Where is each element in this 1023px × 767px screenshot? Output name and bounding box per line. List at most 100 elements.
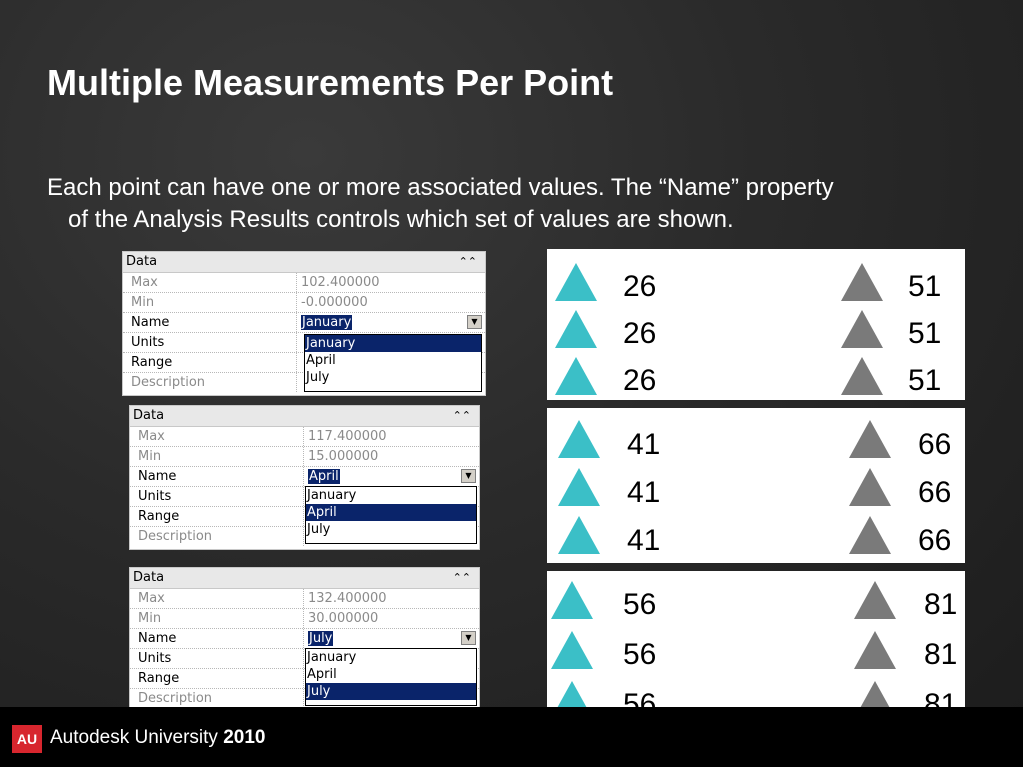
dropdown-option-january[interactable]: January (305, 335, 481, 352)
left-value: 56 (623, 588, 657, 621)
dropdown-option-july[interactable]: July (307, 522, 331, 537)
row-label: Units (130, 487, 304, 506)
teal-triangle-icon (551, 631, 593, 669)
grid-row-range: Range (130, 507, 479, 527)
right-value: 81 (924, 638, 958, 671)
name-dropdown-list[interactable]: January April July (304, 334, 482, 392)
footer-bar: AU Autodesk University 2010 (0, 707, 1023, 767)
row-label: Description (123, 373, 297, 392)
property-grid-april: Data ⌃⌃ Max 117.400000 Min 15.000000 Name A… (129, 405, 480, 550)
right-value: 66 (918, 428, 952, 461)
dropdown-option-july[interactable]: July (306, 370, 330, 385)
grid-row-min: Min 15.000000 (130, 447, 479, 467)
grid-row-description: Description (130, 527, 479, 546)
body-line-1: Each point can have one or more associat… (47, 174, 834, 201)
name-select[interactable]: January ▼ (299, 313, 485, 332)
grid-row-description: Description (123, 373, 485, 392)
teal-triangle-icon (558, 516, 600, 554)
teal-triangle-icon (558, 420, 600, 458)
left-value: 26 (623, 364, 657, 397)
footer-brand-name: Autodesk University (50, 727, 218, 748)
name-select[interactable]: July ▼ (306, 629, 479, 648)
right-value: 66 (918, 524, 952, 557)
name-dropdown-list[interactable]: January April July (305, 648, 477, 706)
grey-triangle-icon (854, 631, 896, 669)
grid-row-name[interactable]: Name July ▼ (130, 629, 479, 649)
value-panel-july: 56 81 56 81 56 81 (547, 571, 965, 728)
row-value: 102.400000 (301, 275, 380, 290)
grey-triangle-icon (854, 581, 896, 619)
grid-row-name[interactable]: Name April ▼ (130, 467, 479, 487)
name-dropdown-list[interactable]: January April July (305, 486, 477, 544)
teal-triangle-icon (555, 357, 597, 395)
au-logo: AU (12, 725, 42, 753)
grey-triangle-icon (841, 263, 883, 301)
grid-header[interactable]: Data ⌃⌃ (123, 252, 485, 273)
slide-body-text: Each point can have one or more associat… (47, 172, 987, 236)
row-label: Description (130, 689, 304, 708)
dropdown-option-january[interactable]: January (307, 488, 357, 503)
row-label: Name (123, 313, 297, 332)
double-chevron-up-icon[interactable]: ⌃⌃ (458, 255, 477, 268)
selected-value: January (301, 315, 353, 330)
slide-title: Multiple Measurements Per Point (47, 62, 614, 103)
teal-triangle-icon (558, 468, 600, 506)
row-label: Range (130, 507, 304, 526)
grid-header[interactable]: Data ⌃⌃ (130, 568, 479, 589)
row-value: 132.400000 (308, 591, 387, 606)
body-line-2: of the Analysis Results controls which s… (68, 206, 734, 233)
property-grid-july: Data ⌃⌃ Max 132.400000 Min 30.000000 Name J… (129, 567, 480, 712)
row-value: 30.000000 (308, 611, 379, 626)
grid-header-label: Data (126, 254, 158, 269)
double-chevron-up-icon[interactable]: ⌃⌃ (452, 409, 471, 422)
left-value: 56 (623, 638, 657, 671)
row-label: Units (123, 333, 297, 352)
dropdown-option-april[interactable]: April (307, 667, 337, 682)
left-value: 41 (627, 476, 661, 509)
left-value: 26 (623, 317, 657, 350)
grid-row-min: Min 30.000000 (130, 609, 479, 629)
grid-row-max: Max 132.400000 (130, 589, 479, 609)
row-value: 117.400000 (308, 429, 387, 444)
row-label: Max (130, 427, 304, 446)
dropdown-arrow-icon[interactable]: ▼ (461, 631, 476, 645)
grid-row-units: Units (130, 487, 479, 507)
grey-triangle-icon (841, 357, 883, 395)
dropdown-option-january[interactable]: January (307, 650, 357, 665)
right-value: 51 (908, 317, 942, 350)
right-value: 51 (908, 270, 942, 303)
name-select[interactable]: April ▼ (306, 467, 479, 486)
teal-triangle-icon (555, 310, 597, 348)
selected-value: July (308, 631, 334, 646)
dropdown-arrow-icon[interactable]: ▼ (467, 315, 482, 329)
grid-header-label: Data (133, 408, 165, 423)
dropdown-option-july[interactable]: July (306, 683, 476, 700)
row-label: Description (130, 527, 304, 546)
teal-triangle-icon (555, 263, 597, 301)
dropdown-arrow-icon[interactable]: ▼ (461, 469, 476, 483)
dropdown-option-april[interactable]: April (306, 504, 476, 521)
row-label: Max (123, 273, 297, 292)
value-panel-april: 41 66 41 66 41 66 (547, 408, 965, 563)
grey-triangle-icon (849, 468, 891, 506)
row-label: Max (130, 589, 304, 608)
row-label: Min (123, 293, 297, 312)
grid-row-name[interactable]: Name January ▼ (123, 313, 485, 333)
footer-brand: Autodesk University 2010 (50, 727, 265, 749)
grey-triangle-icon (849, 516, 891, 554)
row-label: Name (130, 629, 304, 648)
selected-value: April (308, 469, 340, 484)
grid-header[interactable]: Data ⌃⌃ (130, 406, 479, 427)
left-value: 41 (627, 524, 661, 557)
right-value: 51 (908, 364, 942, 397)
grey-triangle-icon (849, 420, 891, 458)
grid-row-units: Units (130, 649, 479, 669)
double-chevron-up-icon[interactable]: ⌃⌃ (452, 571, 471, 584)
dropdown-option-april[interactable]: April (306, 353, 336, 368)
row-label: Min (130, 609, 304, 628)
footer-year: 2010 (223, 727, 266, 748)
row-value: -0.000000 (301, 295, 368, 310)
row-label: Min (130, 447, 304, 466)
grid-row-min: Min -0.000000 (123, 293, 485, 313)
value-panel-january: 26 51 26 51 26 51 (547, 249, 965, 400)
